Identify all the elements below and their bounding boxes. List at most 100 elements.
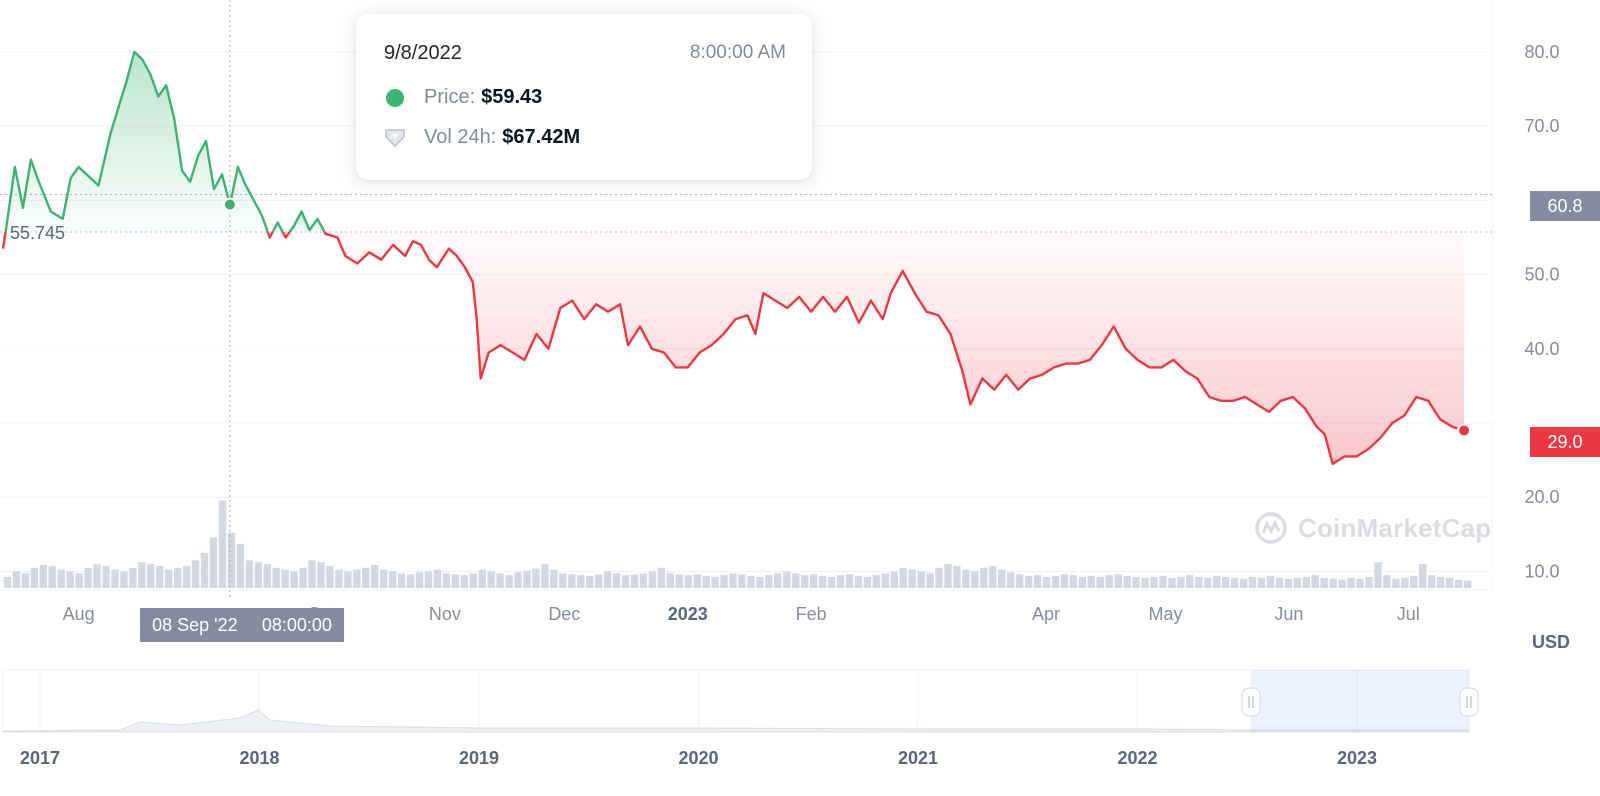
volume-bar [75,573,83,588]
volume-bar [792,573,800,588]
volume-bar [514,572,522,588]
y-tick-label: 80.0 [1524,42,1559,62]
handle-body [1459,687,1479,717]
volume-bar [612,573,621,588]
volume-bar [908,569,916,588]
volume-bar [621,575,630,588]
navigator-year-label: 2022 [1117,748,1157,768]
volume-bar [30,567,39,588]
volume-bar [854,576,863,588]
volume-bar [1033,575,1042,588]
volume-bar [200,553,209,588]
volume-bar [1428,575,1436,588]
volume-bar [711,576,719,588]
volume-bar [21,573,30,588]
volume-bar [1096,576,1104,588]
volume-bar [236,543,245,588]
navigator-year-label: 2023 [1337,748,1377,768]
current-point-marker [1457,423,1472,438]
price-tooltip: 9/8/2022 8:00:00 AM Price: $59.43 Vol 24… [356,14,812,180]
volume-bar [586,576,594,588]
volume-bar [272,567,280,588]
volume-bar [953,565,961,588]
volume-bar [944,564,952,588]
volume-bar [1266,576,1275,588]
volume-bar [747,576,755,588]
volume-bar [1463,580,1472,588]
volume-bar [371,565,379,588]
volume-bar [165,569,173,588]
navigator-overview-area [2,709,1470,733]
volume-bar [541,564,549,588]
volume-bar [935,567,943,588]
volume-bar [290,571,298,588]
volume-bar [380,569,388,588]
navigator-handle-right[interactable] [1459,687,1479,717]
volume-bar [801,575,809,588]
volume-bar [406,574,415,588]
volume-bar [487,571,495,588]
volume-bar [1454,579,1463,588]
currency-label: USD [1532,632,1571,652]
volume-bar [1141,577,1149,588]
tooltip-price-row: Price: $59.43 [384,86,542,109]
price-line-down [266,231,274,239]
volume-bar [48,565,56,588]
volume-bar [577,575,585,588]
volume-bar [845,574,854,588]
x-tick-label: Nov [429,604,461,624]
tooltip-time: 8:00:00 AM [689,42,786,63]
volume-bar [129,567,137,588]
volume-bar [1248,576,1257,588]
current-price-badge: 29.0 [1530,427,1600,457]
volume-bar [1114,574,1122,588]
volume-bar [84,567,92,588]
tooltip-price-value: $59.43 [481,86,543,108]
volume-bar [1311,575,1319,588]
volume-bar [1257,577,1266,588]
x-tick-label: Feb [796,604,827,624]
range-navigator: 2017 2018 2019 2020 2021 2022 2023 [2,669,1479,768]
volume-bar [702,576,710,588]
volume-bar [1078,576,1087,588]
volume-bar [1195,576,1203,588]
volume-bar [729,573,737,588]
volume-bar [675,574,683,588]
volume-bar [424,571,433,588]
volume-bar [836,575,845,588]
volume-bar [980,567,988,588]
volume-bar [93,564,101,588]
volume-bar [1293,577,1302,588]
volume-bar [1356,578,1364,588]
tooltip-price-label: Price: [424,86,476,108]
volume-bar [66,571,74,588]
volume-bar [326,565,334,588]
x-tick-label: 2023 [668,604,708,624]
volume-bar [962,569,970,588]
volume-bar [666,573,674,588]
volume-bar [1132,576,1140,588]
price-area-up [5,51,268,233]
volume-bar [523,570,531,588]
volume-bar [469,573,477,588]
volume-bar [630,574,639,588]
volume-bar [1275,577,1284,588]
navigator-year-label: 2019 [459,748,499,768]
volume-bar [917,571,925,588]
tooltip-volume-value: $67.42M [502,126,581,148]
price-dot-icon [386,88,404,107]
volume-bar [39,565,47,588]
volume-bar [863,576,872,588]
volume-bar [245,560,254,588]
volume-bar [344,571,352,588]
x-tick-label: Apr [1032,604,1060,624]
volume-bar [1060,574,1069,588]
volume-bar [1159,576,1167,588]
x-tick-label: Aug [63,604,95,624]
volume-bar [1168,577,1176,588]
navigator-handle-left[interactable] [1241,687,1261,717]
volume-bar [720,575,728,588]
volume-bar [3,576,12,588]
volume-bar [173,567,182,588]
